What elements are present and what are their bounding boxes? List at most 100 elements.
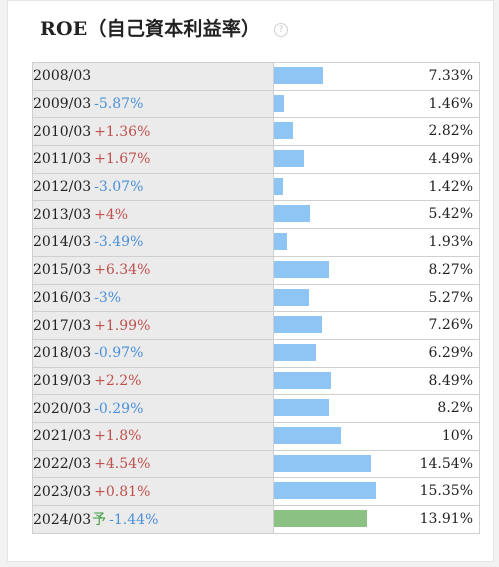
row-value-cell: 1.93% [273, 228, 480, 257]
help-icon[interactable]: ? [274, 23, 288, 37]
roe-bar [274, 316, 323, 334]
roe-value: 6.29% [428, 344, 473, 361]
row-value-cell: 4.49% [273, 145, 480, 174]
table-row: 2020/03 -0.29% 8.2% [32, 394, 480, 423]
delta-value: +0.81% [94, 483, 151, 500]
roe-bar [274, 122, 293, 140]
table-row: 2014/03 -3.49% 1.93% [32, 228, 480, 257]
delta-value: -3% [94, 289, 122, 306]
table-row: 2016/03 -3% 5.27% [32, 283, 480, 313]
roe-bar [274, 482, 377, 500]
table-row: 2013/03 +4% 5.42% [32, 200, 480, 230]
row-value-cell: 1.42% [273, 172, 480, 202]
section-title: ROE（自己資本利益率） [40, 18, 261, 40]
roe-value: 14.54% [419, 455, 473, 472]
year-label: 2022/03 [33, 455, 92, 472]
row-label: 2014/03 -3.49% [32, 228, 274, 257]
row-value-cell: 2.82% [273, 117, 480, 147]
table-row: 2011/03 +1.67% 4.49% [32, 145, 480, 174]
row-value-cell: 13.91% [273, 505, 480, 534]
delta-value: +1.99% [94, 317, 151, 334]
year-label: 2009/03 [33, 96, 92, 113]
row-label: 2018/03 -0.97% [32, 338, 274, 368]
roe-bar [274, 205, 311, 223]
roe-value: 8.49% [428, 372, 473, 389]
roe-value: 13.91% [419, 511, 473, 527]
row-label: 2015/03 +6.34% [32, 255, 274, 285]
year-label: 2015/03 [33, 262, 92, 279]
row-value-cell: 1.46% [273, 89, 480, 119]
row-label: 2020/03 -0.29% [32, 394, 274, 423]
roe-value: 15.35% [419, 483, 473, 500]
year-label: 2014/03 [33, 234, 92, 251]
table-row: 2024/03予 -1.44% 13.91% [32, 505, 480, 534]
delta-value: +4% [94, 206, 129, 223]
delta-value: -3.07% [94, 179, 144, 196]
roe-value: 7.33% [428, 68, 473, 84]
row-value-cell: 7.33% [273, 62, 480, 91]
year-label: 2012/03 [33, 179, 92, 196]
row-label: 2022/03 +4.54% [32, 449, 274, 479]
roe-value: 1.42% [428, 178, 473, 195]
year-label: 2019/03 [33, 372, 92, 389]
table-row: 2021/03 +1.8% 10% [32, 421, 480, 451]
table-row: 2009/03 -5.87% 1.46% [32, 89, 480, 119]
row-value-cell: 15.35% [273, 477, 480, 506]
delta-value: -3.49% [94, 234, 144, 251]
roe-bar [274, 260, 330, 278]
year-label: 2013/03 [33, 206, 92, 223]
row-label: 2017/03 +1.99% [32, 311, 274, 340]
table-row: 2012/03 -3.07% 1.42% [32, 172, 480, 202]
roe-bar [274, 426, 341, 444]
roe-value: 4.49% [428, 151, 473, 168]
roe-table: 2008/03 7.33% 2009/03 -5.87% 1.46% 2010/03 +1.… [32, 62, 480, 534]
row-value-cell: 5.42% [273, 200, 480, 230]
forecast-roe-bar [274, 510, 367, 527]
roe-bar [274, 343, 316, 361]
delta-value: -1.44% [109, 512, 159, 529]
table-row: 2010/03 +1.36% 2.82% [32, 117, 480, 147]
year-label: 2017/03 [33, 317, 92, 334]
delta-value: +2.2% [94, 372, 142, 389]
year-label: 2010/03 [33, 123, 92, 140]
roe-bar [274, 233, 287, 251]
roe-value: 7.26% [428, 317, 473, 334]
roe-value: 5.42% [428, 206, 473, 223]
delta-value: -0.29% [94, 400, 144, 417]
year-label: 2021/03 [33, 428, 92, 445]
roe-bar [274, 150, 304, 168]
delta-value: -0.97% [94, 345, 144, 362]
year-label: 2008/03 [33, 68, 92, 85]
roe-value: 5.27% [428, 289, 473, 306]
roe-bar [274, 288, 310, 306]
row-label: 2008/03 [32, 62, 274, 91]
year-label: 2011/03 [33, 151, 92, 168]
roe-value: 1.93% [428, 234, 473, 251]
table-row: 2019/03 +2.2% 8.49% [32, 366, 480, 396]
table-row: 2017/03 +1.99% 7.26% [32, 311, 480, 340]
roe-value: 10% [441, 427, 473, 444]
row-value-cell: 5.27% [273, 283, 480, 313]
table-row: 2018/03 -0.97% 6.29% [32, 338, 480, 368]
year-label: 2024/03 [33, 512, 92, 529]
roe-bar [274, 371, 331, 389]
table-row: 2023/03 +0.81% 15.35% [32, 477, 480, 506]
year-label: 2018/03 [33, 345, 92, 362]
row-label: 2024/03予 -1.44% [32, 505, 274, 534]
row-value-cell: 6.29% [273, 338, 480, 368]
roe-bar [274, 399, 329, 417]
roe-value: 2.82% [428, 123, 473, 140]
forecast-mark: 予 [92, 512, 107, 529]
row-value-cell: 8.27% [273, 255, 480, 285]
row-value-cell: 8.49% [273, 366, 480, 396]
row-label: 2012/03 -3.07% [32, 172, 274, 202]
delta-value: +1.36% [94, 123, 151, 140]
roe-value: 1.46% [428, 95, 473, 112]
row-label: 2019/03 +2.2% [32, 366, 274, 396]
row-value-cell: 7.26% [273, 311, 480, 340]
year-label: 2023/03 [33, 483, 92, 500]
roe-bar [274, 94, 284, 112]
roe-bar [274, 67, 323, 84]
row-label: 2009/03 -5.87% [32, 89, 274, 119]
delta-value: +1.8% [94, 428, 142, 445]
